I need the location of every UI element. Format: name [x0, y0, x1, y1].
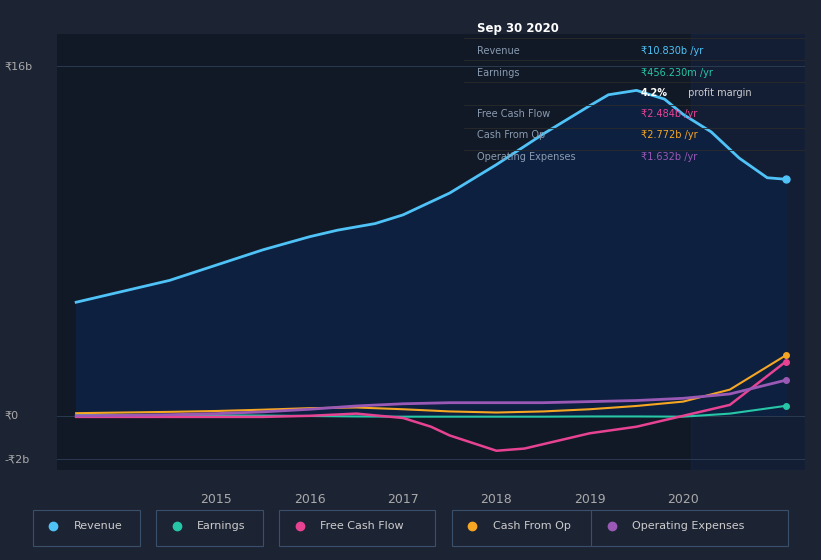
Text: 2018: 2018 [480, 493, 512, 506]
FancyBboxPatch shape [452, 510, 599, 546]
Text: Earnings: Earnings [478, 68, 520, 78]
Text: Cash From Op: Cash From Op [478, 130, 546, 140]
Text: 2016: 2016 [294, 493, 325, 506]
Text: Revenue: Revenue [478, 46, 521, 57]
Text: 2020: 2020 [667, 493, 699, 506]
Text: Operating Expenses: Operating Expenses [632, 521, 745, 531]
Text: ₹1.632b /yr: ₹1.632b /yr [641, 152, 697, 162]
FancyBboxPatch shape [156, 510, 263, 546]
Text: 2015: 2015 [200, 493, 232, 506]
Text: ₹456.230m /yr: ₹456.230m /yr [641, 68, 713, 78]
Text: Revenue: Revenue [74, 521, 122, 531]
Text: -₹2b: -₹2b [4, 455, 30, 464]
Text: Cash From Op: Cash From Op [493, 521, 571, 531]
Text: profit margin: profit margin [686, 88, 752, 98]
Text: Free Cash Flow: Free Cash Flow [320, 521, 404, 531]
FancyBboxPatch shape [591, 510, 788, 546]
Text: Sep 30 2020: Sep 30 2020 [478, 22, 559, 35]
Text: 4.2%: 4.2% [641, 88, 668, 98]
Bar [690, 34, 805, 470]
Text: ₹2.484b /yr: ₹2.484b /yr [641, 109, 697, 119]
Text: 2017: 2017 [388, 493, 419, 506]
Text: ₹0: ₹0 [4, 411, 18, 421]
FancyBboxPatch shape [279, 510, 435, 546]
FancyBboxPatch shape [33, 510, 140, 546]
Text: Earnings: Earnings [197, 521, 245, 531]
Text: Free Cash Flow: Free Cash Flow [478, 109, 551, 119]
Text: ₹16b: ₹16b [4, 62, 32, 71]
Text: Operating Expenses: Operating Expenses [478, 152, 576, 162]
Text: ₹2.772b /yr: ₹2.772b /yr [641, 130, 698, 140]
Text: 2019: 2019 [574, 493, 606, 506]
Text: ₹10.830b /yr: ₹10.830b /yr [641, 46, 704, 57]
